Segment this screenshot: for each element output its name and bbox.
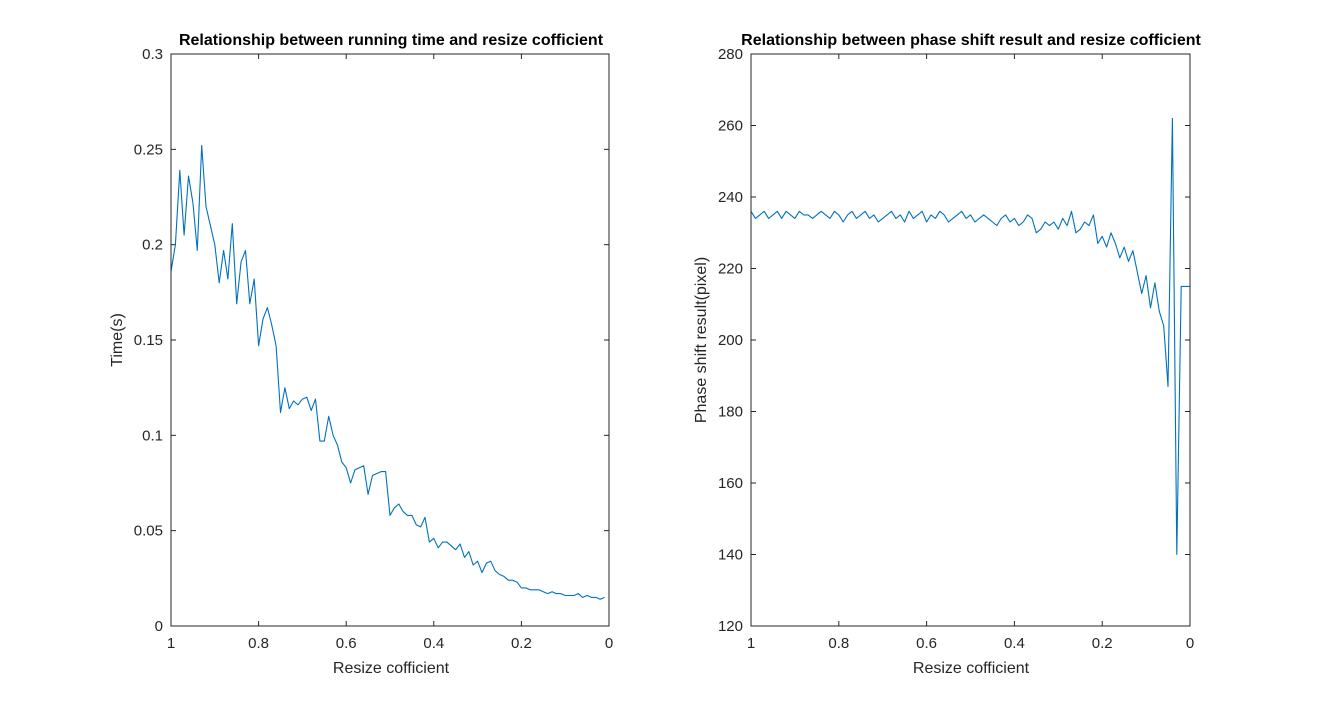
series-line-0 xyxy=(170,144,605,600)
y-tick-label: 140 xyxy=(718,547,743,564)
y-tick-label: 0.3 xyxy=(142,46,163,63)
y-tick-label: 0.25 xyxy=(134,141,163,158)
y-tick-label: 240 xyxy=(718,189,743,206)
x-tick-label: 0.8 xyxy=(248,635,269,652)
y-axis-label: Phase shift result(pixel) xyxy=(693,257,710,423)
x-tick-label: 1 xyxy=(747,635,755,652)
chart-title: Relationship between running time and re… xyxy=(179,32,604,49)
x-axis-label: Resize cofficient xyxy=(913,660,1030,677)
x-axis-label: Resize cofficient xyxy=(333,660,450,677)
x-tick-label: 0.2 xyxy=(511,635,532,652)
y-tick-label: 0.1 xyxy=(142,427,163,444)
y-tick-label: 280 xyxy=(718,46,743,63)
axes-box xyxy=(750,53,1191,627)
y-tick-label: 120 xyxy=(718,618,743,635)
x-tick-label: 0.4 xyxy=(423,635,444,652)
axes-box xyxy=(170,53,610,627)
x-tick-label: 0 xyxy=(1186,635,1194,652)
x-tick-label: 0.6 xyxy=(916,635,937,652)
x-tick-label: 1 xyxy=(167,635,175,652)
y-tick-label: 200 xyxy=(718,332,743,349)
axis-ticks: 1 0.8 0.6 0.4 0.2 0 0 0.05 0.1 0.15 0.2 0.25 0.3 xyxy=(134,46,613,652)
y-tick-label: 180 xyxy=(718,404,743,421)
x-tick-label: 0.6 xyxy=(336,635,357,652)
y-tick-label: 0.05 xyxy=(134,523,163,540)
x-tick-label: 0 xyxy=(605,635,613,652)
y-axis-label: Time(s) xyxy=(109,313,126,367)
y-tick-label: 0 xyxy=(155,618,163,635)
plot-area xyxy=(170,144,605,600)
series-line-0 xyxy=(750,117,1190,556)
chart-panel-running-time: Relationship between running time and re… xyxy=(109,32,613,677)
x-tick-label: 0.2 xyxy=(1092,635,1113,652)
x-tick-label: 0.4 xyxy=(1004,635,1025,652)
chart-panel-phase-shift: Relationship between phase shift result … xyxy=(693,32,1202,677)
plot-area xyxy=(750,117,1190,556)
y-tick-label: 160 xyxy=(718,475,743,492)
y-tick-label: 220 xyxy=(718,261,743,278)
y-tick-label: 260 xyxy=(718,118,743,135)
axis-ticks: 1 0.8 0.6 0.4 0.2 0 120 140 160 180 200 220 240 260 28… xyxy=(718,46,1194,652)
y-tick-label: 0.2 xyxy=(142,237,163,254)
y-tick-label: 0.15 xyxy=(134,332,163,349)
chart-title: Relationship between phase shift result … xyxy=(741,32,1201,49)
x-tick-label: 0.8 xyxy=(828,635,849,652)
